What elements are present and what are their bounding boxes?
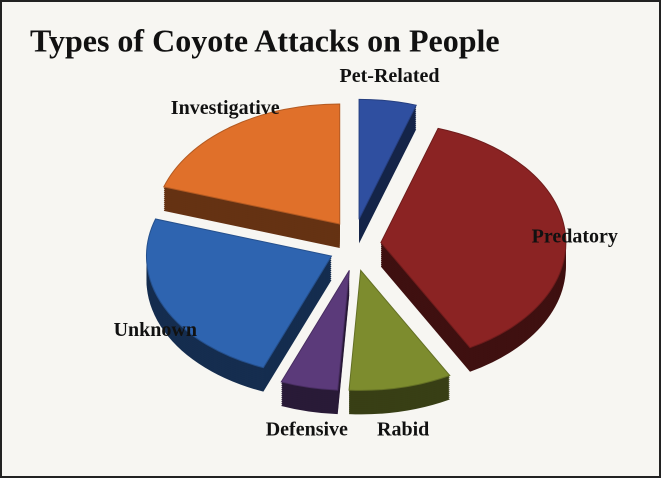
slice (380, 127, 567, 349)
chart-title: Types of Coyote Attacks on People (30, 22, 500, 58)
slice (163, 103, 341, 225)
slice-label: Unknown (114, 319, 197, 341)
slice (348, 269, 451, 391)
slice-label: Defensive (266, 418, 348, 440)
slice (358, 98, 417, 220)
slice-label: Pet-Related (340, 65, 440, 87)
slice-label: Predatory (532, 226, 618, 248)
slice-label: Rabid (377, 418, 429, 440)
slice (145, 218, 333, 369)
slice-label: Investigative (171, 97, 280, 119)
slice (280, 270, 350, 391)
